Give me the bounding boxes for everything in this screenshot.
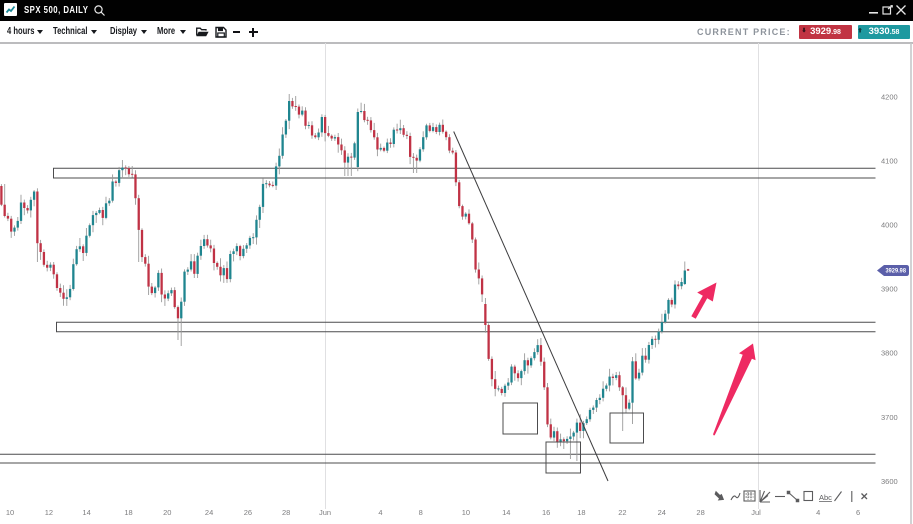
svg-text:3600: 3600 [881,477,898,486]
svg-text:18: 18 [124,508,132,517]
svg-text:Jun: Jun [319,508,331,517]
svg-text:3800: 3800 [881,349,898,358]
svg-text:3929.98: 3929.98 [886,268,907,275]
svg-text:28: 28 [282,508,290,517]
svg-text:26: 26 [244,508,252,517]
svg-text:20: 20 [163,508,171,517]
svg-text:18: 18 [577,508,585,517]
svg-text:4100: 4100 [881,157,898,166]
svg-text:8: 8 [419,508,423,517]
svg-text:3900: 3900 [881,285,898,294]
svg-text:3700: 3700 [881,413,898,422]
svg-text:24: 24 [658,508,666,517]
svg-text:4200: 4200 [881,92,898,101]
svg-text:4: 4 [816,508,820,517]
svg-text:Abc: Abc [819,493,832,502]
svg-text:12: 12 [45,508,53,517]
svg-text:14: 14 [502,508,510,517]
svg-text:14: 14 [82,508,90,517]
svg-text:6: 6 [856,508,860,517]
svg-text:4000: 4000 [881,221,898,230]
svg-text:24: 24 [205,508,213,517]
svg-text:16: 16 [542,508,550,517]
svg-text:10: 10 [462,508,470,517]
svg-text:28: 28 [696,508,704,517]
svg-text:4: 4 [378,508,382,517]
svg-text:22: 22 [618,508,626,517]
svg-text:Jul: Jul [751,508,761,517]
svg-text:10: 10 [6,508,14,517]
